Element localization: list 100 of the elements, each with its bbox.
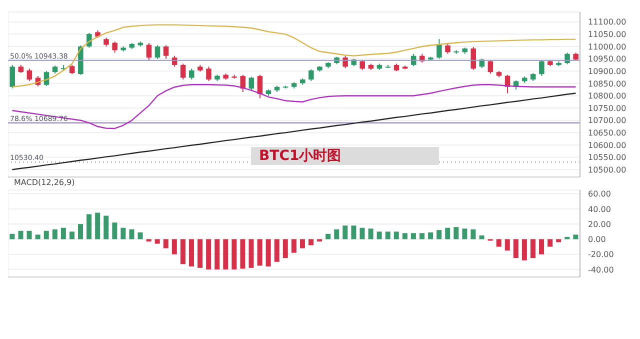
line-series — [12, 92, 576, 170]
bar — [368, 228, 374, 240]
bar — [410, 233, 416, 240]
candlestick — [26, 68, 32, 82]
candlestick — [240, 74, 246, 93]
candlestick — [146, 42, 152, 61]
bar — [214, 239, 220, 270]
bar — [376, 232, 382, 240]
bar — [513, 239, 518, 258]
y-tick-label: 11000.00 — [588, 42, 626, 52]
bar — [129, 229, 134, 240]
bar — [69, 232, 74, 240]
bar — [257, 239, 262, 266]
bar — [180, 239, 186, 264]
bar — [26, 230, 32, 240]
y-tick-label: 40.00 — [588, 204, 611, 214]
bar — [154, 239, 160, 244]
bar — [385, 232, 390, 240]
candlestick — [342, 55, 348, 69]
candlestick — [10, 64, 15, 89]
bar — [240, 239, 246, 269]
bar — [556, 239, 562, 242]
bar — [351, 226, 356, 240]
bar — [138, 232, 143, 240]
bar — [470, 229, 476, 240]
bar — [52, 229, 58, 240]
bar — [120, 228, 126, 240]
y-tick-label: -40.00 — [588, 265, 614, 274]
bar — [223, 239, 228, 270]
bar — [548, 239, 553, 247]
bar — [420, 233, 424, 240]
candlestick — [488, 60, 494, 74]
bar — [206, 239, 212, 270]
bar — [428, 232, 434, 240]
bar — [300, 239, 305, 248]
y-tick-label: 60.00 — [588, 190, 611, 199]
bar — [539, 239, 544, 254]
bar — [496, 239, 502, 247]
y-tick-label: 10850.00 — [588, 79, 626, 88]
y-tick-label: 20.00 — [588, 220, 611, 229]
bar — [479, 235, 484, 240]
bar — [291, 239, 296, 253]
candlestick — [189, 68, 194, 80]
bar — [308, 239, 314, 246]
candlestick — [206, 66, 212, 82]
y-tick-label: 10700.00 — [588, 116, 626, 126]
bar — [573, 234, 578, 240]
bar — [232, 239, 237, 270]
y-tick-label: 10600.00 — [588, 140, 626, 150]
bar — [60, 228, 66, 240]
bar — [530, 239, 536, 258]
bar — [163, 239, 168, 248]
bar — [18, 230, 24, 240]
bar — [436, 230, 442, 240]
bar — [188, 239, 194, 266]
bar — [402, 233, 408, 240]
bar — [274, 239, 280, 262]
candlestick — [436, 38, 442, 60]
y-tick-label: 10500.00 — [588, 165, 626, 174]
bar — [112, 222, 118, 240]
candlestick — [257, 74, 263, 99]
title-banner: BTC1小时图 — [251, 147, 439, 165]
candlestick — [112, 41, 118, 54]
candlestick — [86, 32, 92, 48]
bar — [445, 228, 450, 240]
bar — [248, 239, 254, 268]
bar — [104, 216, 109, 240]
bar — [86, 214, 92, 240]
bar — [78, 224, 84, 240]
bar — [522, 239, 527, 260]
y-tick-label: 10900.00 — [588, 66, 626, 76]
bar — [172, 239, 177, 254]
bar — [10, 234, 15, 240]
bar — [342, 226, 348, 240]
candlestick — [470, 46, 476, 70]
candlestick — [308, 68, 314, 82]
candlestick — [539, 60, 544, 77]
candlestick — [360, 60, 366, 70]
bar — [44, 230, 49, 240]
y-tick-label: 0.00 — [588, 235, 606, 244]
y-tick-label: 11050.00 — [588, 30, 626, 40]
bar — [334, 229, 340, 240]
y-tick-label: 10950.00 — [588, 54, 626, 64]
bar — [504, 239, 510, 251]
bar — [282, 239, 288, 258]
bar — [95, 212, 100, 240]
y-tick-label: 10800.00 — [588, 92, 626, 101]
y-tick-label: 10750.00 — [588, 104, 626, 113]
candlestick — [69, 64, 75, 75]
bar — [35, 234, 40, 240]
bar — [462, 228, 468, 240]
y-tick-label: 11100.00 — [588, 18, 626, 27]
chart-title: MACD(12,26,9) — [14, 178, 75, 187]
bar — [360, 228, 365, 240]
candlestick — [163, 44, 169, 60]
candlestick — [564, 52, 570, 65]
candlestick — [180, 63, 186, 80]
y-tick-label: -20.00 — [588, 250, 614, 260]
y-tick-label: 10650.00 — [588, 128, 626, 138]
candlestick — [445, 44, 450, 54]
